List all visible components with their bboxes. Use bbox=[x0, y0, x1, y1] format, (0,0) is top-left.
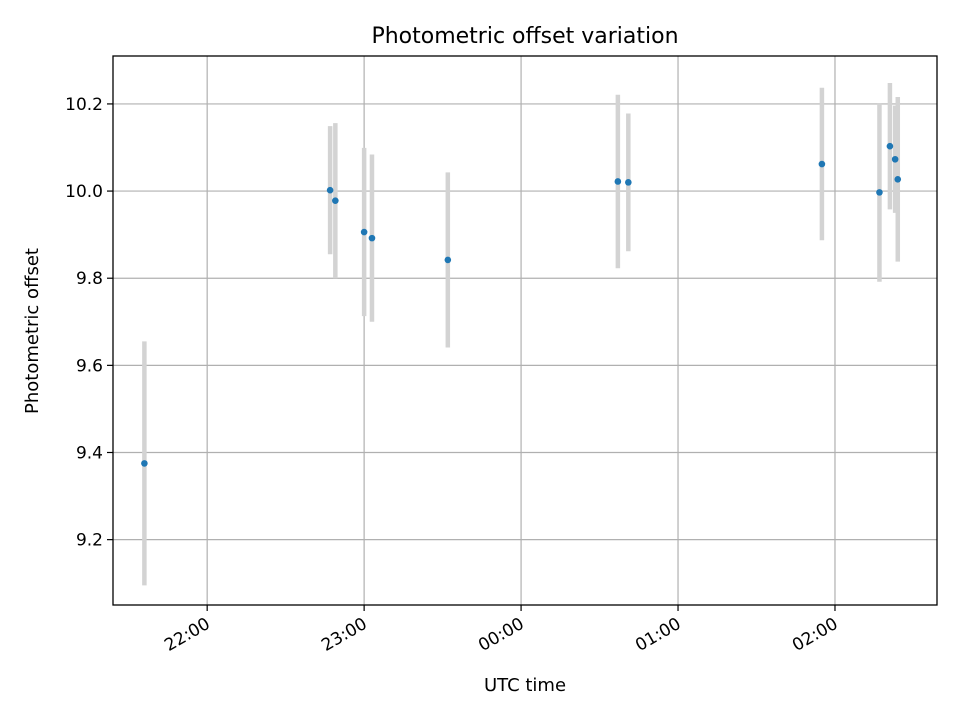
data-point bbox=[625, 179, 632, 186]
data-point bbox=[368, 234, 376, 242]
y-axis-label: Photometric offset bbox=[22, 248, 43, 414]
chart-title: Photometric offset variation bbox=[371, 24, 678, 49]
grid-layer bbox=[113, 56, 937, 605]
y-tick-label: 10.0 bbox=[65, 182, 103, 202]
data-point bbox=[332, 197, 339, 204]
data-point bbox=[141, 460, 148, 467]
data-point bbox=[818, 160, 826, 168]
y-tick-label: 9.2 bbox=[76, 531, 103, 551]
point-layer bbox=[141, 142, 902, 467]
x-tick-label: 22:00 bbox=[161, 614, 213, 656]
plot-frame bbox=[112, 55, 938, 606]
y-tick-label: 9.8 bbox=[76, 269, 103, 289]
x-tick-label: 01:00 bbox=[632, 614, 684, 656]
data-point bbox=[444, 256, 452, 264]
y-tick-label: 10.2 bbox=[65, 95, 103, 115]
y-tick-label: 9.6 bbox=[76, 356, 103, 376]
x-tick-label: 02:00 bbox=[789, 614, 841, 656]
y-tick-label: 9.4 bbox=[76, 444, 103, 464]
data-point bbox=[876, 189, 883, 196]
data-point bbox=[326, 186, 334, 194]
data-point bbox=[614, 178, 622, 185]
x-tick-label: 00:00 bbox=[475, 614, 527, 656]
data-point bbox=[360, 228, 368, 236]
data-point bbox=[886, 142, 894, 150]
tick-layer: 22:00 23:00 00:00 01:00 02:00 9.2 9.4 9.6 9.8 10.… bbox=[65, 95, 841, 656]
data-point bbox=[891, 155, 899, 163]
x-axis-label: UTC time bbox=[484, 675, 566, 696]
x-tick-label: 23:00 bbox=[318, 614, 370, 656]
data-point bbox=[894, 176, 902, 183]
